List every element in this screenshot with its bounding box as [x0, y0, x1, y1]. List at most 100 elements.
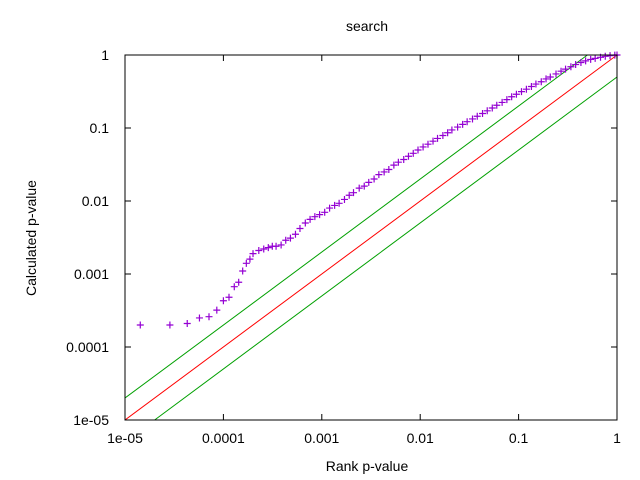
- data-point: [230, 283, 238, 291]
- data-point: [326, 204, 334, 212]
- data-point: [219, 297, 227, 305]
- data-point: [183, 319, 191, 327]
- data-point: [517, 88, 525, 96]
- data-points: [136, 51, 621, 329]
- data-point: [572, 61, 580, 69]
- x-tick-label: 0.0001: [202, 430, 245, 446]
- data-point: [286, 234, 294, 242]
- data-point: [370, 175, 378, 183]
- data-point: [345, 191, 353, 199]
- y-tick-label: 1e-05: [73, 412, 109, 428]
- data-point: [414, 146, 422, 154]
- reference-line-bound: [154, 76, 618, 421]
- data-point: [301, 219, 309, 227]
- data-point: [235, 278, 243, 286]
- data-point: [434, 134, 442, 142]
- data-point: [355, 184, 363, 192]
- data-point: [404, 152, 412, 160]
- data-point: [205, 313, 213, 321]
- data-point: [316, 211, 324, 219]
- x-axis-label: Rank p-value: [326, 458, 409, 474]
- data-point: [239, 267, 247, 275]
- data-point: [136, 321, 144, 329]
- data-point: [264, 244, 272, 252]
- data-point: [479, 109, 487, 117]
- data-point: [459, 120, 467, 128]
- reference-line-identity: [124, 54, 618, 421]
- data-point: [166, 321, 174, 329]
- data-point: [488, 104, 496, 112]
- data-point: [468, 115, 476, 123]
- data-point: [350, 189, 358, 197]
- data-point: [582, 57, 590, 65]
- y-axis-label: Calculated p-value: [23, 180, 39, 296]
- data-point: [272, 242, 280, 250]
- data-point: [587, 55, 595, 63]
- data-point: [360, 182, 368, 190]
- data-point: [537, 78, 545, 86]
- reference-line-bound: [124, 54, 588, 399]
- data-point: [296, 225, 304, 233]
- data-point: [493, 101, 501, 109]
- y-tick-label: 0.01: [82, 193, 109, 209]
- y-tick-label: 0.001: [74, 266, 109, 282]
- data-point: [242, 259, 250, 267]
- data-point: [331, 201, 339, 209]
- data-point: [591, 54, 599, 62]
- data-point: [225, 293, 233, 301]
- data-point: [385, 166, 393, 174]
- data-point: [503, 96, 511, 104]
- x-tick-label: 1: [613, 430, 621, 446]
- data-point: [213, 306, 221, 314]
- data-point: [409, 149, 417, 157]
- data-point: [311, 213, 319, 221]
- data-point: [249, 250, 257, 258]
- data-point: [400, 156, 408, 164]
- data-point: [557, 67, 565, 75]
- data-point: [246, 255, 254, 263]
- data-point: [527, 83, 535, 91]
- data-point: [439, 131, 447, 139]
- data-point: [282, 236, 290, 244]
- data-point: [483, 107, 491, 115]
- data-point: [340, 195, 348, 203]
- y-tick-label: 0.0001: [66, 339, 109, 355]
- data-point: [454, 123, 462, 131]
- data-point: [546, 73, 554, 81]
- data-point: [552, 70, 560, 78]
- data-point: [390, 161, 398, 169]
- data-point: [508, 93, 516, 101]
- x-tick-label: 1e-05: [107, 430, 143, 446]
- data-point: [532, 80, 540, 88]
- data-point: [195, 314, 203, 322]
- data-point: [394, 158, 402, 166]
- reference-lines: [124, 54, 618, 421]
- x-tick-label: 0.1: [509, 430, 529, 446]
- data-point: [567, 63, 575, 71]
- data-point: [448, 126, 456, 134]
- data-point: [429, 137, 437, 145]
- data-point: [522, 85, 530, 93]
- data-point: [365, 178, 373, 186]
- data-point: [260, 245, 268, 253]
- data-point: [306, 215, 314, 223]
- y-tick-label: 1: [101, 47, 109, 63]
- x-tick-label: 0.01: [407, 430, 434, 446]
- data-point: [321, 208, 329, 216]
- plot-frame: [124, 54, 618, 421]
- data-point: [463, 118, 471, 126]
- data-point: [255, 246, 263, 254]
- data-point: [498, 98, 506, 106]
- data-point: [542, 75, 550, 83]
- data-point: [473, 112, 481, 120]
- data-point: [562, 65, 570, 73]
- data-point: [577, 58, 585, 66]
- data-point: [444, 129, 452, 137]
- data-point: [335, 199, 343, 207]
- data-point: [380, 168, 388, 176]
- data-point: [419, 143, 427, 151]
- data-point: [375, 171, 383, 179]
- data-point: [277, 241, 285, 249]
- x-tick-label: 0.001: [304, 430, 339, 446]
